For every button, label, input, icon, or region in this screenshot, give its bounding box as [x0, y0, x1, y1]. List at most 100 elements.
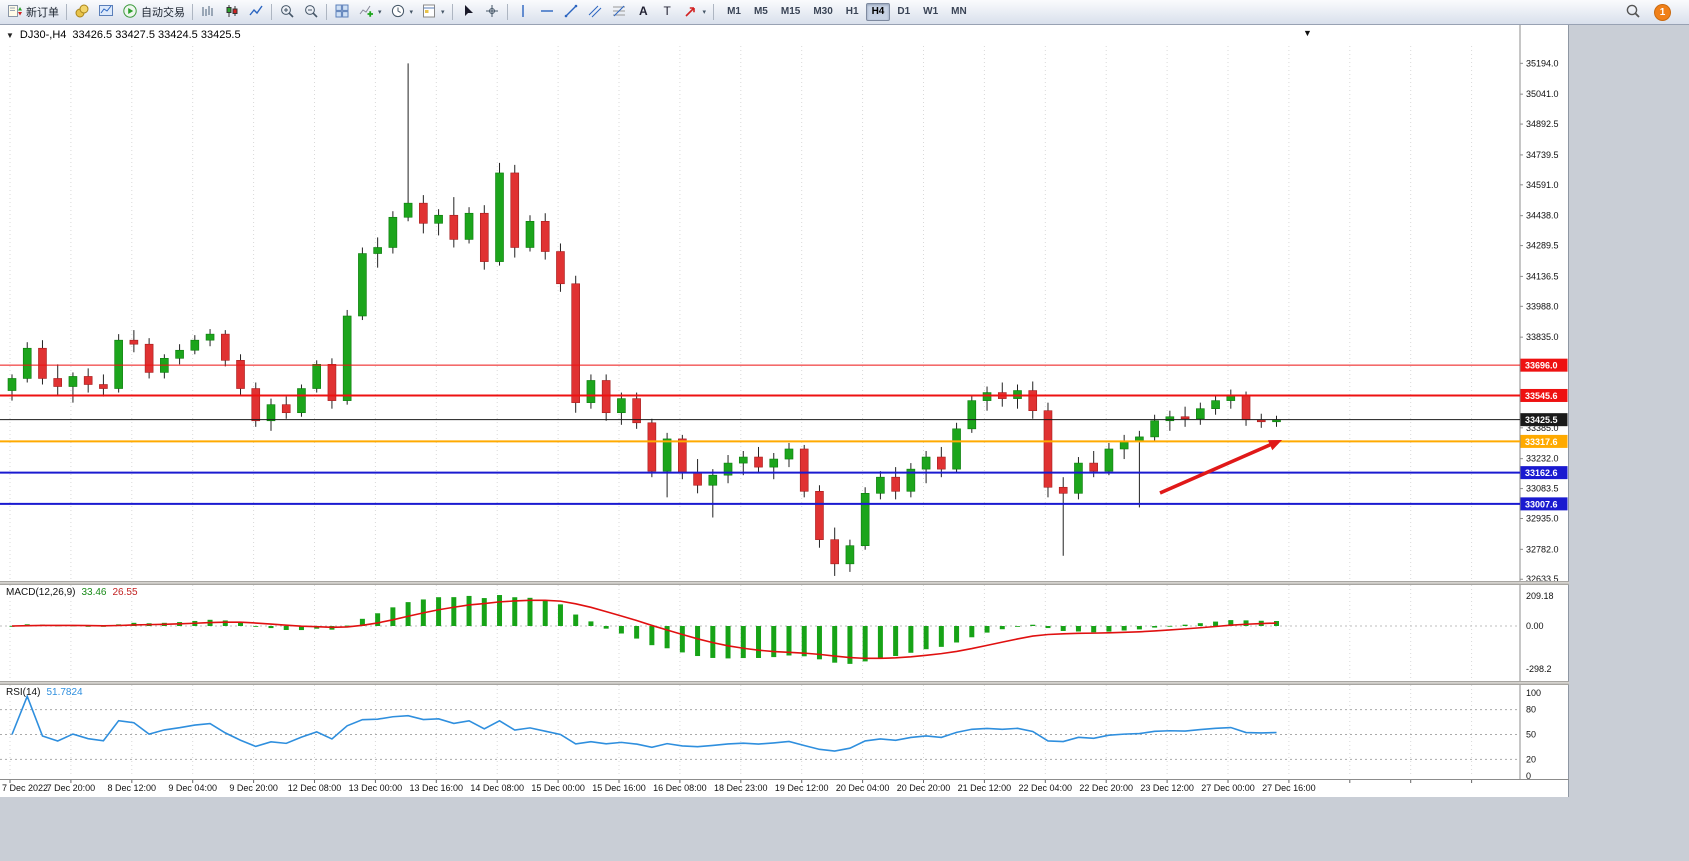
svg-text:34739.5: 34739.5 — [1526, 150, 1559, 160]
rsi-label: RSI(14) 51.7824 — [6, 687, 83, 698]
cursor-button[interactable] — [456, 2, 480, 22]
tile-windows-button[interactable] — [330, 2, 354, 22]
candle-chart-button[interactable] — [220, 2, 244, 22]
svg-text:33162.6: 33162.6 — [1525, 468, 1558, 478]
timeframe-w1[interactable]: W1 — [923, 6, 939, 17]
price-badge — [1520, 358, 1568, 372]
dropdown-caret-icon: ▾ — [378, 9, 382, 16]
svg-text:33545.6: 33545.6 — [1525, 391, 1558, 401]
timeframe-m1[interactable]: M1 — [727, 6, 741, 17]
dropdown-caret-icon: ▾ — [702, 9, 707, 16]
tile-windows-icon — [335, 4, 349, 18]
svg-text:34591.0: 34591.0 — [1526, 180, 1559, 190]
panel-separator-macd[interactable] — [0, 581, 1569, 585]
timeframe-m15[interactable]: M15 — [780, 6, 801, 17]
bar-chart-button[interactable] — [196, 2, 220, 22]
notification-badge[interactable]: 1 — [1655, 4, 1670, 20]
zoom-in-button[interactable] — [275, 2, 299, 22]
toolbar-separator — [506, 4, 508, 20]
toolbar-right: 1 — [1621, 2, 1686, 22]
channel-button[interactable] — [583, 2, 607, 22]
svg-text:9 Dec 20:00: 9 Dec 20:00 — [229, 783, 278, 793]
timeframe-mn[interactable]: MN — [951, 6, 967, 17]
search-button[interactable] — [1621, 2, 1645, 22]
clock-icon — [391, 4, 404, 17]
svg-text:100: 100 — [1526, 688, 1541, 698]
line-chart-icon — [249, 5, 263, 15]
fibo-icon — [612, 5, 625, 16]
svg-text:14 Dec 08:00: 14 Dec 08:00 — [470, 783, 524, 793]
svg-text:32935.0: 32935.0 — [1526, 513, 1559, 523]
horizontal-line-button[interactable] — [535, 2, 559, 22]
svg-text:0: 0 — [1526, 771, 1531, 781]
timeframe-d1[interactable]: D1 — [897, 6, 911, 17]
svg-text:33317.6: 33317.6 — [1525, 437, 1558, 447]
panel-separator-rsi[interactable] — [0, 681, 1569, 685]
arrows-button[interactable]: ▾ — [679, 2, 711, 22]
text-button[interactable]: A — [631, 2, 655, 22]
toolbar-separator — [451, 4, 453, 20]
new-order-button[interactable]: 新订单 — [3, 2, 63, 22]
channel-icon — [588, 5, 601, 17]
grid — [9, 46, 1473, 783]
terminal-button[interactable] — [94, 2, 118, 22]
macd-signal-line — [11, 599, 1277, 660]
timeframe-h4[interactable]: H4 — [865, 3, 891, 21]
bar-chart-icon — [202, 5, 213, 16]
svg-text:33232.0: 33232.0 — [1526, 454, 1559, 464]
svg-text:T: T — [663, 4, 671, 18]
svg-text:34892.5: 34892.5 — [1526, 119, 1559, 129]
rsi-panel — [0, 694, 1520, 760]
templates-button[interactable]: ▾ — [417, 2, 449, 22]
autotrade-button[interactable]: 自动交易 — [118, 2, 189, 22]
svg-text:27 Dec 16:00: 27 Dec 16:00 — [1262, 783, 1316, 793]
periods-button[interactable]: ▾ — [386, 2, 418, 22]
timeframe-h1[interactable]: H1 — [845, 6, 859, 17]
template-icon — [423, 4, 436, 17]
price-badge — [1520, 497, 1568, 511]
dropdown-caret-icon: ▾ — [409, 9, 414, 16]
text-icon: A — [639, 4, 648, 18]
profiles-button[interactable] — [70, 2, 94, 22]
toolbar-separator — [326, 4, 327, 20]
svg-text:7 Dec 2022: 7 Dec 2022 — [2, 783, 48, 793]
zoom-in-icon — [281, 4, 294, 18]
annotation-arrow[interactable] — [1159, 440, 1282, 495]
timeframe-m5[interactable]: M5 — [753, 6, 768, 17]
chart-collapse-icon[interactable]: ▼ — [6, 30, 14, 40]
price-axis[interactable]: 35194.0 35041.0 34892.5 34739.5 34591.0 34438… — [0, 25, 1569, 781]
macd-label: MACD(12,26,9) 33.46 26.55 — [6, 587, 138, 598]
svg-text:33835.0: 33835.0 — [1526, 332, 1559, 342]
timeframe-m30[interactable]: M30 — [813, 6, 833, 17]
rsi-value: 51.7824 — [46, 687, 83, 698]
trendline-button[interactable] — [559, 2, 583, 22]
chart-canvas[interactable]: 35194.0 35041.0 34892.5 34739.5 34591.0 34438… — [0, 25, 1569, 797]
fibonacci-button[interactable] — [607, 2, 631, 22]
svg-text:13 Dec 16:00: 13 Dec 16:00 — [410, 783, 464, 793]
candle-chart-icon — [226, 4, 238, 17]
chart-window: 35194.0 35041.0 34892.5 34739.5 34591.0 34438… — [0, 25, 1569, 797]
rsi-line — [11, 694, 1277, 752]
zoom-out-icon — [305, 4, 318, 18]
chart-title: ▼ DJ30-,H4 33426.5 33427.5 33424.5 33425… — [6, 29, 241, 41]
chart-menu-caret-icon[interactable]: ▼ — [1303, 28, 1312, 38]
terminal-icon — [99, 4, 113, 16]
svg-text:15 Dec 00:00: 15 Dec 00:00 — [531, 783, 585, 793]
text-label-button[interactable]: T — [655, 2, 679, 22]
svg-text:20 Dec 04:00: 20 Dec 04:00 — [836, 783, 890, 793]
vertical-line-button[interactable] — [511, 2, 535, 22]
svg-text:15 Dec 16:00: 15 Dec 16:00 — [592, 783, 646, 793]
price-badge — [1520, 466, 1568, 480]
svg-text:27 Dec 00:00: 27 Dec 00:00 — [1201, 783, 1255, 793]
zoom-out-button[interactable] — [299, 2, 323, 22]
svg-text:A: A — [639, 4, 648, 18]
crosshair-button[interactable] — [480, 2, 504, 22]
cursor-icon — [464, 4, 473, 16]
svg-text:19 Dec 12:00: 19 Dec 12:00 — [775, 783, 829, 793]
line-chart-button[interactable] — [244, 2, 268, 22]
crosshair-icon — [485, 4, 498, 17]
indicators-button[interactable]: ▾ — [354, 2, 386, 22]
svg-text:35041.0: 35041.0 — [1526, 89, 1559, 99]
svg-text:34136.5: 34136.5 — [1526, 271, 1559, 281]
